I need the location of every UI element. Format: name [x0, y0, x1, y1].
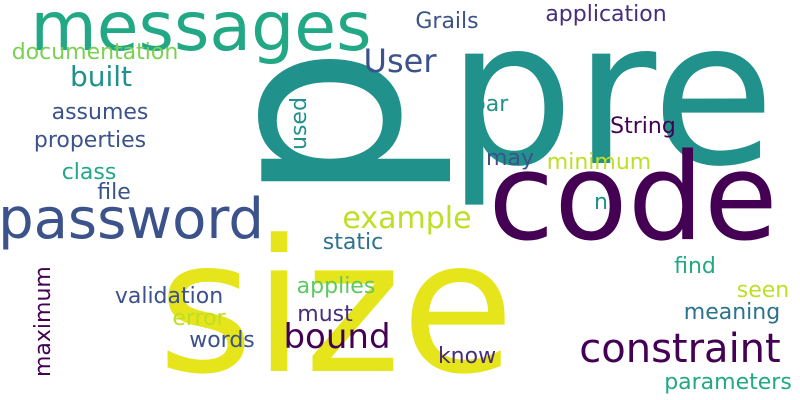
word-string: String	[610, 114, 676, 139]
word-example: example	[342, 201, 472, 236]
word-words: words	[189, 328, 255, 353]
word-user: User	[363, 42, 437, 80]
word-error: error	[172, 306, 226, 331]
word-bar: bar	[471, 92, 509, 117]
word-static: static	[322, 230, 384, 255]
word-properties: properties	[33, 128, 147, 153]
word-documentation: documentation	[11, 40, 179, 65]
word-size: size	[157, 201, 515, 400]
word-constraint: constraint	[579, 326, 781, 372]
word-applies: applies	[296, 274, 376, 299]
word-validation: validation	[114, 284, 224, 309]
word-must: must	[297, 302, 353, 327]
word-find: find	[674, 254, 716, 279]
word-parameters: parameters	[664, 370, 792, 395]
word-built: built	[69, 60, 133, 93]
word-messages: messages	[30, 0, 372, 67]
word-pre: pre	[447, 0, 775, 211]
word-grails: Grails	[415, 9, 479, 34]
word-application: application	[545, 2, 667, 27]
word-bound: bound	[283, 317, 391, 357]
word-password: password	[0, 187, 264, 252]
word-code: code	[488, 129, 778, 268]
word-may: may	[486, 146, 534, 171]
word-used: used	[287, 97, 312, 151]
word-know: know	[437, 344, 497, 369]
word-assumes: assumes	[51, 100, 149, 125]
word-maximum: maximum	[31, 266, 56, 378]
word-seen: seen	[736, 278, 790, 303]
word-n: n	[594, 190, 608, 215]
word-minimum: minimum	[546, 150, 652, 175]
word-meaning: meaning	[683, 300, 781, 325]
word-file: file	[97, 180, 131, 205]
word-class: class	[61, 160, 117, 185]
